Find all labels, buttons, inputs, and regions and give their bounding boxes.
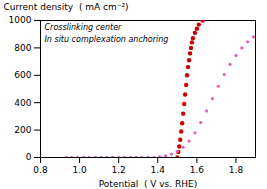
svg-text:0: 0 — [26, 152, 32, 162]
svg-text:Potential ( V vs. RHE): Potential ( V vs. RHE) — [99, 179, 198, 189]
svg-text:Current density ( mA cm⁻²): Current density ( mA cm⁻²) — [4, 2, 129, 12]
svg-text:400: 400 — [14, 98, 31, 108]
svg-text:200: 200 — [14, 125, 31, 135]
svg-text:600: 600 — [14, 70, 31, 80]
svg-text:1.0: 1.0 — [72, 165, 87, 175]
svg-text:1.2: 1.2 — [112, 165, 126, 175]
svg-text:1.8: 1.8 — [229, 165, 244, 175]
svg-text:1.4: 1.4 — [151, 165, 166, 175]
svg-text:Crosslinking center: Crosslinking center — [45, 23, 123, 32]
svg-text:In situ complexation anchoring: In situ complexation anchoring — [45, 35, 169, 44]
svg-text:0.8: 0.8 — [33, 165, 48, 175]
svg-text:1.6: 1.6 — [190, 165, 205, 175]
svg-text:800: 800 — [14, 43, 31, 53]
svg-text:1000: 1000 — [9, 15, 32, 25]
